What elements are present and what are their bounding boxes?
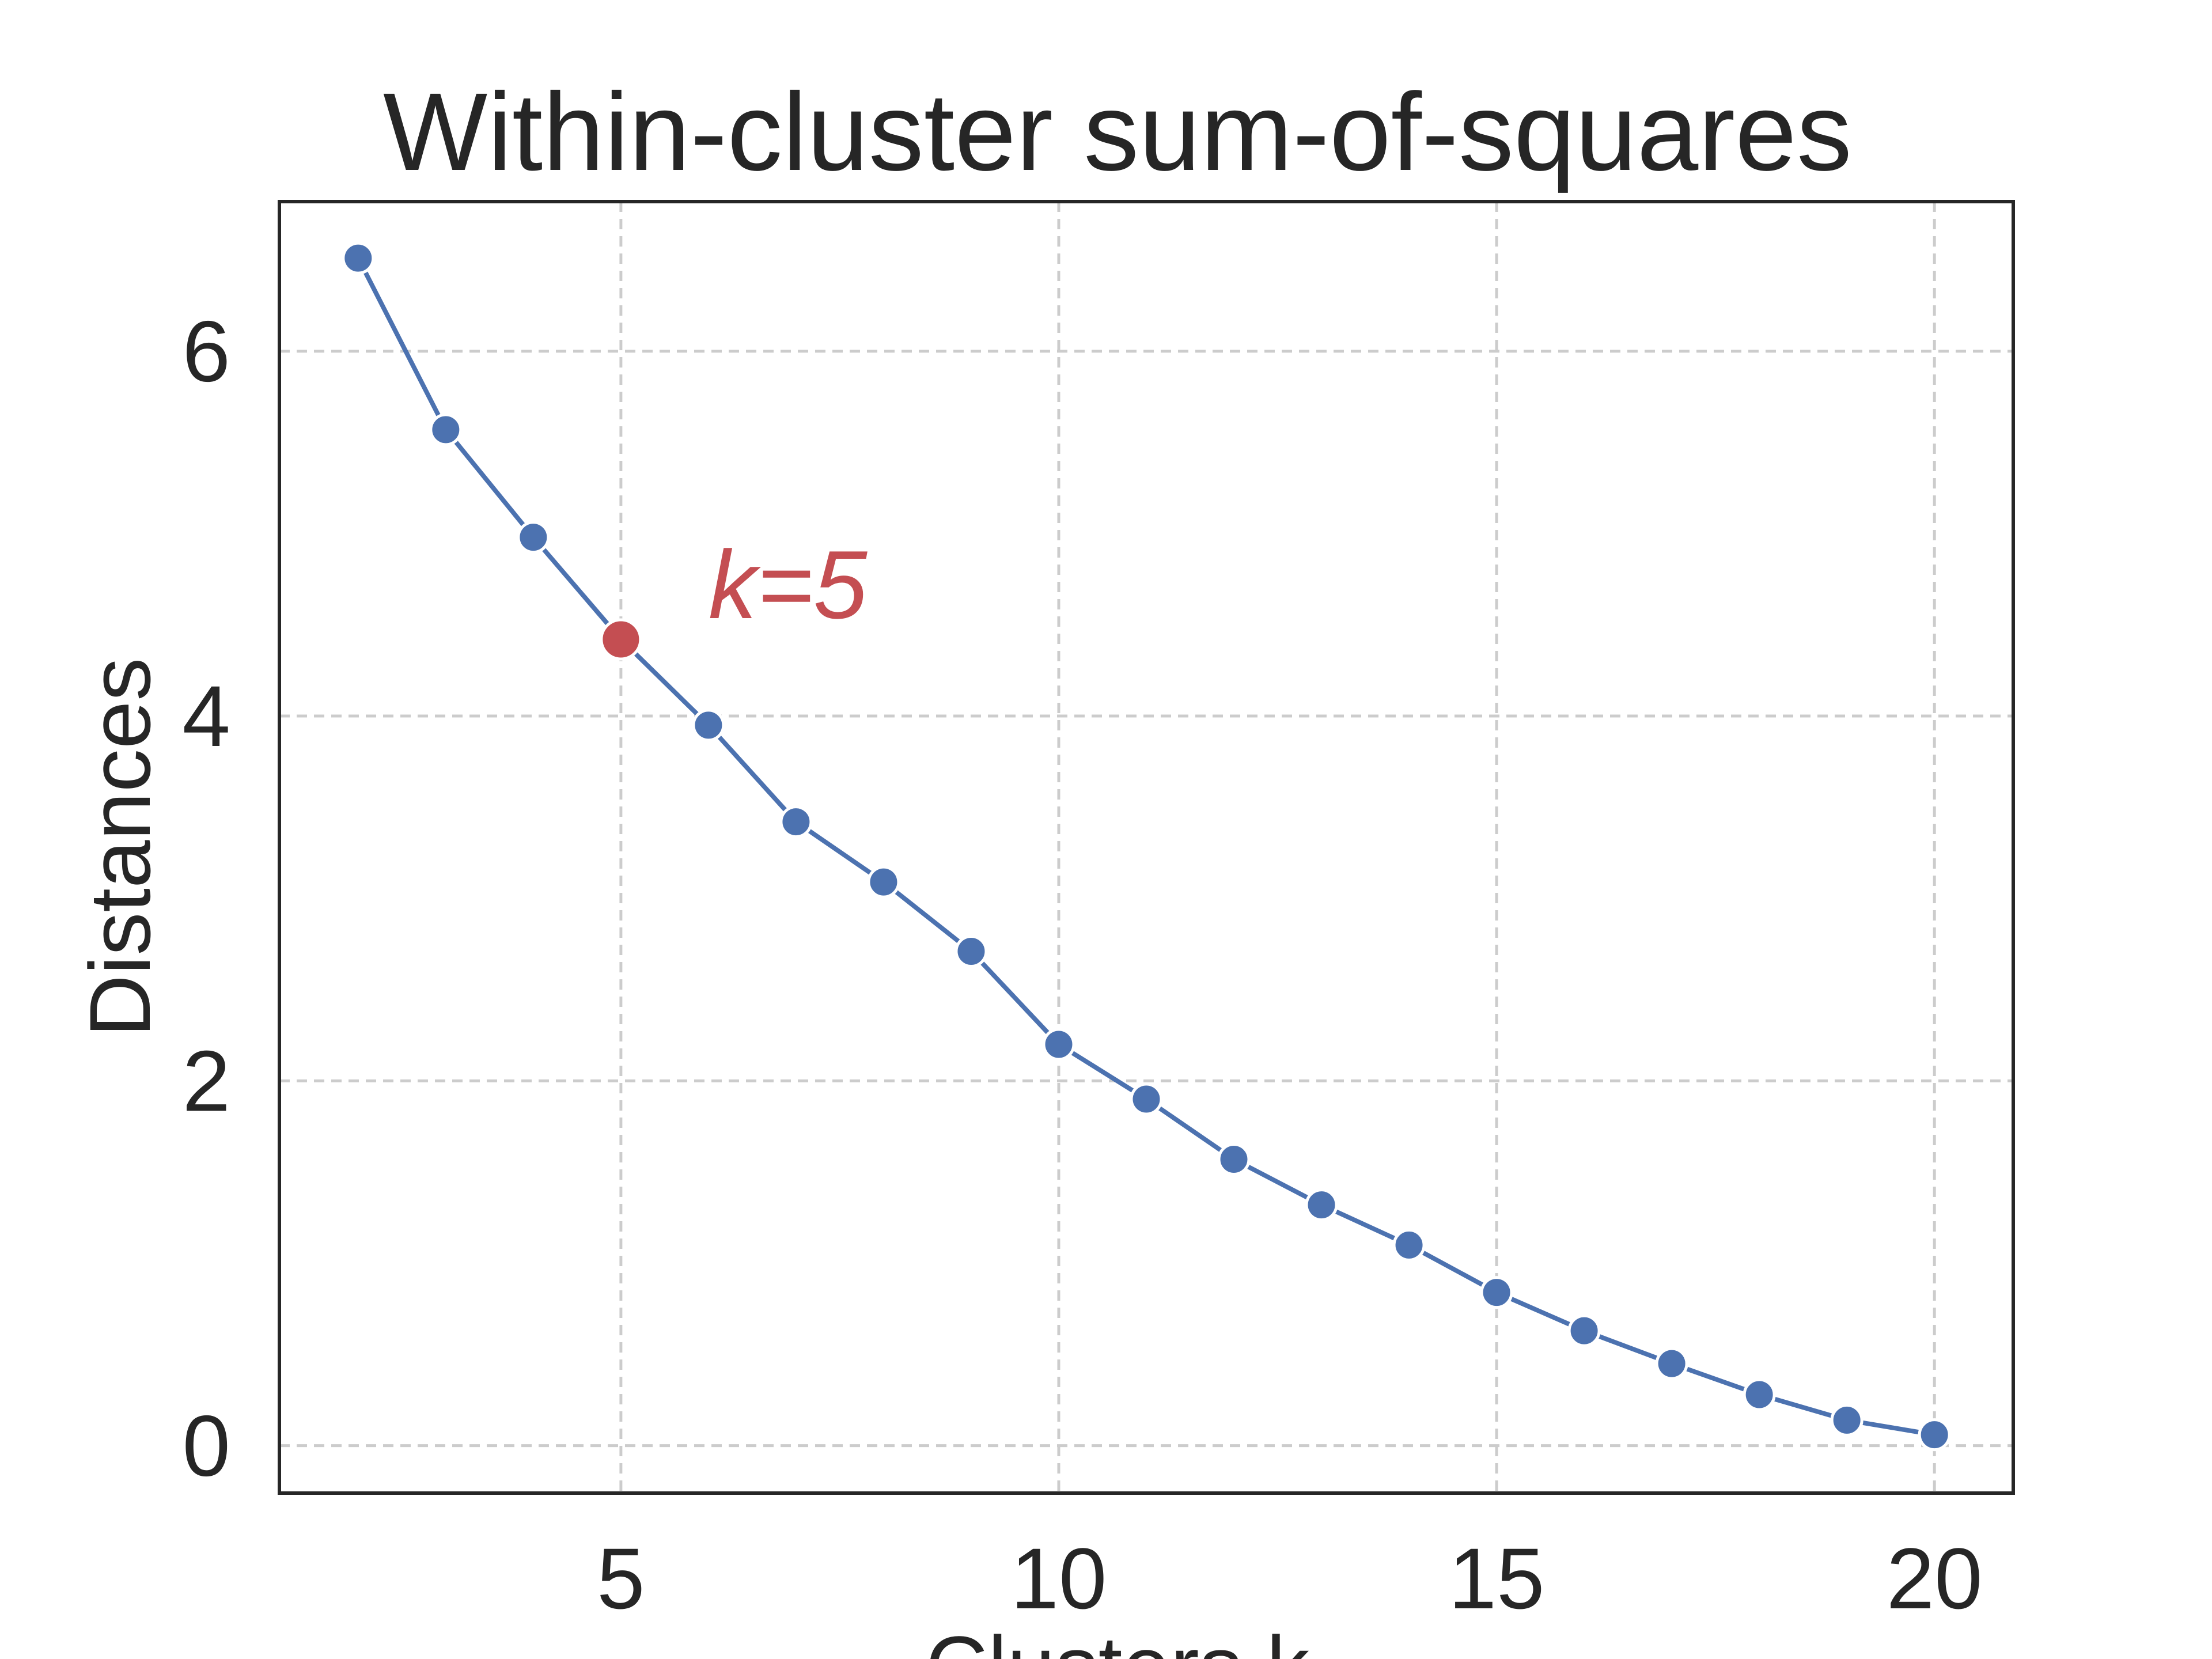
data-point bbox=[1743, 1378, 1776, 1411]
data-point bbox=[867, 865, 900, 899]
data-point bbox=[517, 521, 550, 554]
data-point bbox=[342, 241, 375, 275]
k5-annotation: k=5 bbox=[709, 531, 868, 639]
grid-lines bbox=[279, 202, 2013, 1493]
plot-frame bbox=[278, 200, 2015, 1495]
data-point bbox=[1305, 1188, 1338, 1222]
data-point bbox=[1217, 1143, 1251, 1176]
data-point bbox=[1655, 1347, 1688, 1380]
y-tick-label: 4 bbox=[183, 668, 230, 764]
y-axis-label: Distances bbox=[71, 658, 168, 1037]
x-axis-label: Clusters k bbox=[926, 1618, 1310, 1659]
data-point bbox=[1392, 1228, 1426, 1262]
y-tick-label: 6 bbox=[183, 303, 230, 400]
data-point bbox=[1567, 1314, 1601, 1347]
data-point bbox=[779, 805, 813, 839]
data-point bbox=[1042, 1028, 1075, 1061]
series-layer bbox=[342, 241, 1951, 1452]
x-tick-label: 15 bbox=[1449, 1530, 1545, 1627]
y-tick-label: 0 bbox=[183, 1397, 230, 1494]
data-point bbox=[1830, 1403, 1863, 1437]
x-tick-label: 10 bbox=[1011, 1530, 1107, 1627]
highlight-point bbox=[600, 618, 642, 661]
data-point bbox=[1918, 1418, 1951, 1452]
tick-labels: 5 10 15 20 0 2 4 6 bbox=[183, 303, 1983, 1627]
data-point bbox=[1480, 1276, 1513, 1309]
y-tick-label: 2 bbox=[183, 1032, 230, 1129]
data-point bbox=[1130, 1082, 1163, 1116]
data-point bbox=[955, 935, 988, 968]
chart-title: Within-cluster sum-of-squares bbox=[383, 70, 1852, 194]
x-tick-label: 20 bbox=[1887, 1530, 1983, 1627]
data-point bbox=[692, 709, 725, 742]
x-tick-label: 5 bbox=[597, 1530, 645, 1627]
data-point bbox=[429, 413, 463, 446]
